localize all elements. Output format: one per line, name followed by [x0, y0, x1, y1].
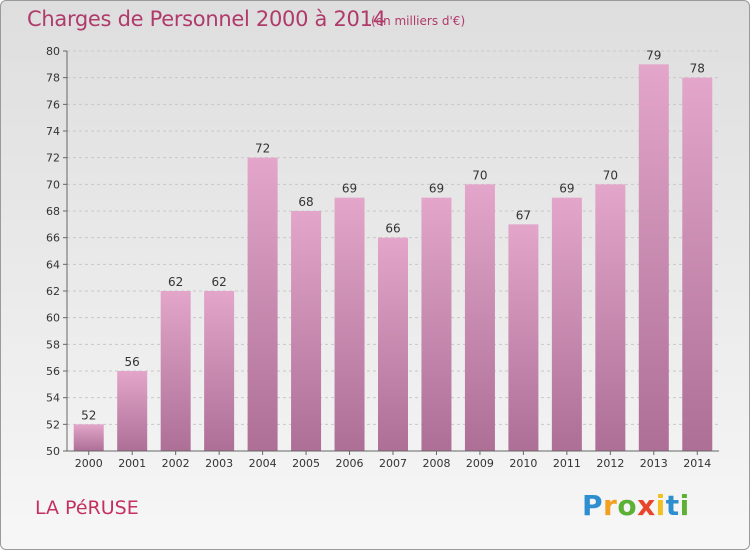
data-label: 52 — [81, 408, 96, 422]
x-tick-label: 2008 — [422, 457, 450, 470]
y-tick-label: 74 — [46, 125, 60, 138]
y-tick-label: 68 — [46, 205, 60, 218]
x-tick-label: 2013 — [640, 457, 668, 470]
bar — [117, 371, 148, 451]
logo-letter: t — [665, 489, 680, 522]
y-tick-label: 50 — [46, 445, 60, 458]
logo-letter: i — [679, 489, 690, 522]
data-label: 62 — [168, 275, 183, 289]
bar — [204, 291, 235, 451]
logo-letter: x — [637, 489, 656, 522]
data-label: 78 — [690, 62, 705, 76]
x-tick-label: 2002 — [162, 457, 190, 470]
x-tick-label: 2007 — [379, 457, 407, 470]
data-label: 72 — [255, 142, 270, 156]
x-tick-label: 2012 — [596, 457, 624, 470]
axes — [66, 51, 719, 452]
bar — [160, 291, 191, 451]
y-tick-label: 52 — [46, 418, 60, 431]
bar — [247, 157, 278, 451]
logo-letter: r — [603, 489, 618, 522]
data-label: 68 — [298, 195, 313, 209]
y-tick-label: 64 — [46, 258, 60, 271]
proxiti-logo: Proxiti — [582, 489, 690, 522]
x-tick-label: 2005 — [292, 457, 320, 470]
data-label: 69 — [559, 182, 574, 196]
bar — [73, 424, 104, 451]
logo-letter: o — [617, 489, 638, 522]
bar — [551, 197, 582, 451]
logo-letter: P — [582, 489, 604, 522]
bar — [378, 237, 408, 451]
place-name: LA PéRUSE — [35, 497, 139, 519]
data-label: 66 — [385, 222, 400, 236]
x-tick-label: 2004 — [249, 457, 277, 470]
data-label: 70 — [603, 168, 618, 182]
x-axis-ticks: 2000 2001 2002 2003 2004 2005 2006 2007 2008 2009… — [75, 451, 711, 470]
x-tick-label: 2011 — [553, 457, 581, 470]
y-tick-label: 66 — [46, 232, 60, 245]
y-tick-label: 78 — [46, 72, 60, 85]
y-tick-label: 58 — [46, 338, 60, 351]
y-tick-label: 76 — [46, 98, 60, 111]
bar — [291, 211, 322, 451]
y-tick-label: 60 — [46, 312, 60, 325]
x-tick-label: 2014 — [683, 457, 711, 470]
bar — [638, 64, 669, 452]
data-label: 62 — [211, 275, 226, 289]
x-tick-label: 2009 — [466, 457, 494, 470]
y-tick-label: 62 — [46, 285, 60, 298]
x-tick-label: 2010 — [509, 457, 537, 470]
chart-subtitle: (en milliers d'€) — [371, 14, 466, 28]
bar — [682, 77, 713, 452]
bars: 52 56 62 62 72 68 69 66 69 70 67 69 70 79 78 — [73, 48, 713, 452]
x-tick-label: 2000 — [75, 457, 103, 470]
data-label: 67 — [516, 208, 531, 222]
bar — [508, 224, 539, 451]
data-label: 69 — [342, 182, 357, 196]
y-axis-ticks: 50 52 54 56 58 60 62 64 66 68 70 72 74 76 78 80 — [46, 45, 67, 458]
bar — [595, 184, 626, 452]
bar — [334, 197, 365, 451]
data-label: 69 — [429, 182, 444, 196]
x-tick-label: 2006 — [336, 457, 364, 470]
y-tick-label: 70 — [46, 178, 60, 191]
y-tick-label: 56 — [46, 365, 60, 378]
x-tick-label: 2003 — [205, 457, 233, 470]
data-label: 79 — [646, 48, 661, 62]
y-tick-label: 80 — [46, 45, 60, 58]
logo-letter: i — [655, 489, 666, 522]
data-label: 70 — [472, 168, 487, 182]
bar — [464, 184, 495, 452]
chart-title: Charges de Personnel 2000 à 2014 — [27, 7, 386, 31]
y-tick-label: 54 — [46, 392, 60, 405]
y-tick-label: 72 — [46, 152, 60, 165]
bar — [421, 197, 452, 451]
x-tick-label: 2001 — [118, 457, 146, 470]
data-label: 56 — [125, 355, 140, 369]
